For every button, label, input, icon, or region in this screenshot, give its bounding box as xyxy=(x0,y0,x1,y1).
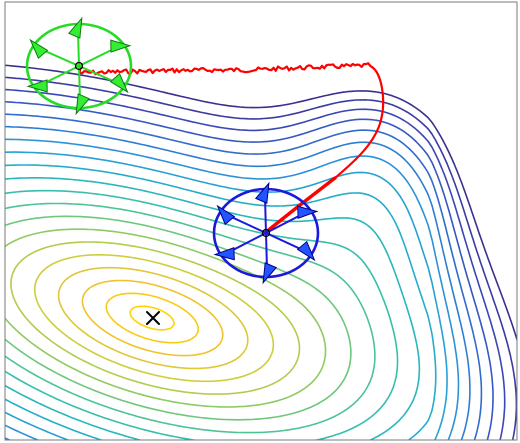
start-arrow-cluster xyxy=(25,16,133,116)
cluster-center xyxy=(261,228,271,238)
cluster-arrow xyxy=(262,262,278,285)
cluster-arrow xyxy=(26,79,48,93)
contour-line xyxy=(5,202,376,434)
descent-path-recent xyxy=(264,176,337,234)
contour-line xyxy=(81,279,224,357)
cluster-arrow xyxy=(254,181,270,204)
contour-line xyxy=(34,254,275,383)
contour-lines xyxy=(5,64,517,440)
descent-path xyxy=(78,62,385,180)
cluster-arrow xyxy=(297,205,319,219)
contour-line xyxy=(5,125,471,440)
contour-line xyxy=(5,113,483,440)
cluster-arrow xyxy=(68,16,83,39)
contour-line xyxy=(57,266,249,370)
x-mark-icon xyxy=(146,311,160,325)
plot-frame xyxy=(4,1,518,441)
cluster-arrow xyxy=(29,38,49,60)
cluster-arrow xyxy=(296,240,316,262)
contour-line xyxy=(5,88,506,440)
contour-line xyxy=(5,76,517,440)
contour-line xyxy=(5,177,421,440)
cluster-arrow xyxy=(109,72,129,94)
contour-line xyxy=(5,164,437,440)
contour-line xyxy=(5,228,327,408)
cluster-arrow xyxy=(75,93,90,116)
current-arrow-cluster xyxy=(212,181,320,285)
cluster-arrow xyxy=(213,247,235,261)
cluster-arrow xyxy=(216,204,236,226)
contour-line xyxy=(10,241,301,395)
contour-line xyxy=(105,292,200,344)
contour-line xyxy=(5,189,399,440)
cluster-center xyxy=(74,61,84,71)
cluster-arrow xyxy=(110,39,132,53)
contour-line xyxy=(129,305,175,331)
contour-line xyxy=(5,138,460,440)
contour-line xyxy=(5,100,494,440)
contour-line xyxy=(5,151,448,440)
